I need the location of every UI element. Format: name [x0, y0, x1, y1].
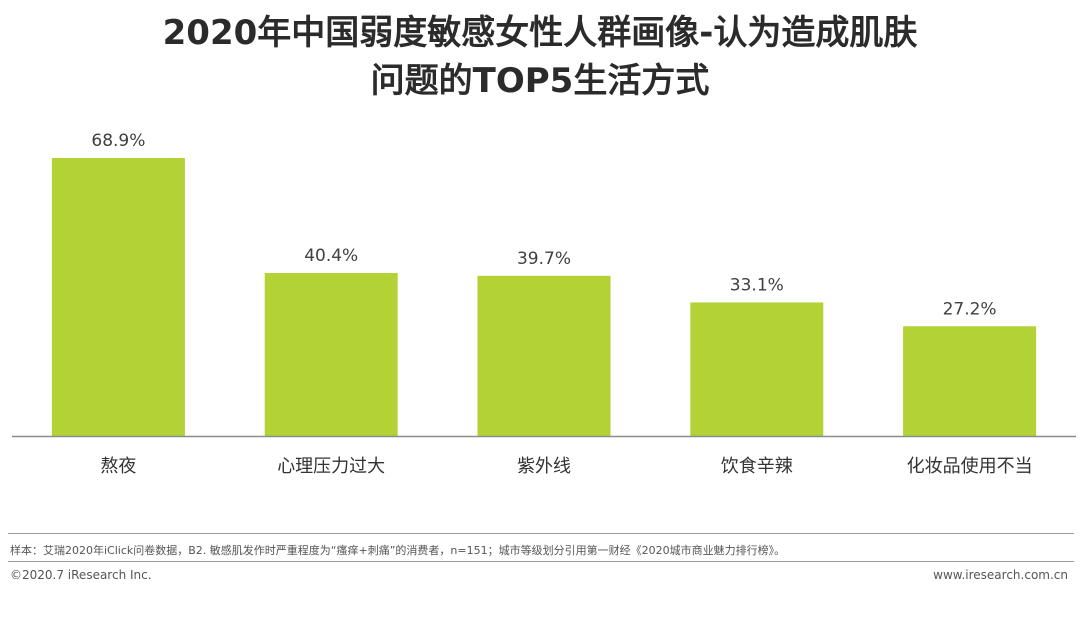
data-label-1: 40.4%	[304, 246, 358, 266]
chart-title-line1: 2020年中国弱度敏感女性人群画像-认为造成肌肤	[162, 13, 918, 53]
x-tick-label-1: 心理压力过大	[277, 456, 385, 477]
bar-1	[264, 272, 398, 436]
bar-3	[690, 302, 824, 436]
copyright-text: ©2020.7 iResearch Inc.	[10, 568, 152, 582]
chart-title-line2: 问题的TOP5生活方式	[370, 61, 710, 101]
source-note: 样本：艾瑞2020年iClick问卷数据，B2. 敏感肌发作时严重程度为“瘙痒+…	[10, 544, 786, 557]
data-label-2: 39.7%	[517, 249, 571, 269]
bar-0	[51, 158, 185, 436]
website-link[interactable]: www.iresearch.com.cn	[933, 568, 1068, 582]
footer-divider-top	[8, 533, 1074, 534]
x-tick-label-0: 熬夜	[100, 456, 136, 477]
bar-2	[477, 275, 611, 436]
x-tick-label-3: 饮食辛辣	[721, 456, 793, 477]
footer-divider-bottom	[8, 561, 1074, 562]
data-label-3: 33.1%	[730, 275, 784, 295]
x-tick-label-4: 化妆品使用不当	[907, 456, 1033, 477]
bar-chart: 68.9% 熬夜 40.4% 心理压力过大 39.7% 紫外线 33.1% 饮食辛辣 27.2%…	[12, 131, 1076, 477]
data-label-0: 68.9%	[91, 131, 145, 151]
x-tick-label-2: 紫外线	[517, 456, 571, 477]
bar-4	[903, 326, 1037, 436]
data-label-4: 27.2%	[943, 299, 997, 319]
